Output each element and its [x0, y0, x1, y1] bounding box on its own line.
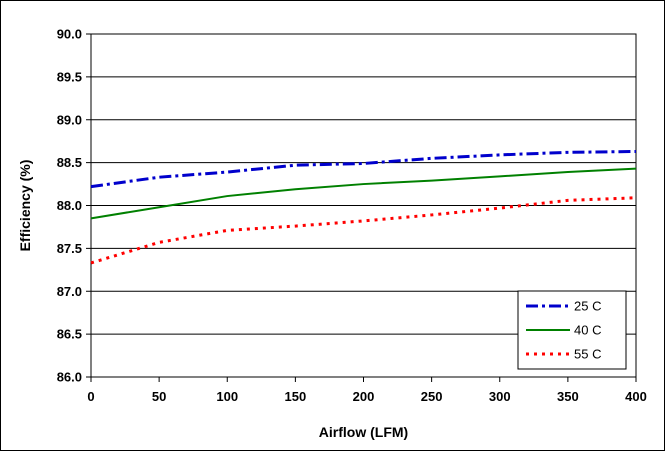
series-line-40-c — [90, 167, 637, 220]
legend-label: 55 C — [574, 347, 601, 362]
x-tick-label: 150 — [285, 389, 307, 404]
x-axis-ticks: 0 50 100 150 200 250 300 350 400 — [87, 377, 647, 404]
x-tick-label: 300 — [489, 389, 511, 404]
y-tick-label: 87.0 — [57, 284, 82, 299]
y-tick-label: 89.0 — [57, 112, 82, 127]
x-tick-label: 100 — [216, 389, 238, 404]
series-line-55-c — [90, 196, 637, 265]
x-tick-label: 250 — [421, 389, 443, 404]
y-tick-label: 86.5 — [57, 327, 82, 342]
series-lines — [90, 149, 637, 265]
y-tick-label: 86.0 — [57, 370, 82, 385]
y-tick-label: 90.0 — [57, 27, 82, 42]
y-axis-ticks: 86.0 86.5 87.0 87.5 88.0 88.5 89.0 89.5 90.0 — [57, 27, 91, 385]
x-tick-label: 0 — [87, 389, 94, 404]
y-tick-label: 89.5 — [57, 69, 82, 84]
x-axis-title: Airflow (LFM) — [319, 424, 408, 440]
legend-label: 25 C — [574, 299, 601, 314]
y-tick-label: 87.5 — [57, 241, 82, 256]
series-line-25-c — [90, 149, 637, 189]
y-axis-title: Efficiency (%) — [17, 160, 33, 252]
x-tick-label: 350 — [557, 389, 579, 404]
x-tick-label: 50 — [152, 389, 166, 404]
x-tick-label: 200 — [353, 389, 375, 404]
y-tick-label: 88.0 — [57, 198, 82, 213]
x-tick-label: 400 — [625, 389, 647, 404]
y-tick-label: 88.5 — [57, 155, 82, 170]
legend: 25 C 40 C 55 C — [517, 290, 627, 370]
legend-label: 40 C — [574, 323, 601, 338]
